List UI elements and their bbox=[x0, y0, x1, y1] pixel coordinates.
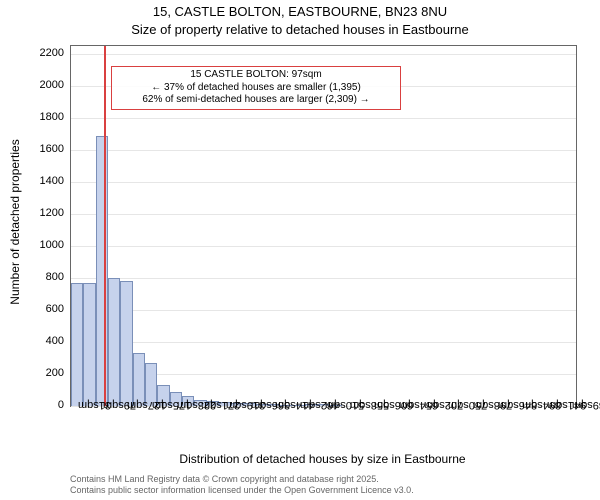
ytick-label: 200 bbox=[22, 367, 64, 379]
annotation-line-3: 62% of semi-detached houses are larger (… bbox=[116, 94, 396, 107]
annotation-line-1: 15 CASTLE BOLTON: 97sqm bbox=[116, 69, 396, 82]
gridline bbox=[71, 246, 576, 247]
ytick-label: 2000 bbox=[22, 79, 64, 91]
gridline bbox=[71, 118, 576, 119]
y-axis-label: Number of detached properties bbox=[8, 122, 22, 322]
histogram-bar bbox=[120, 281, 132, 406]
property-marker-line bbox=[104, 46, 106, 406]
ytick-label: 1200 bbox=[22, 207, 64, 219]
chart-container: 15, CASTLE BOLTON, EASTBOURNE, BN23 8NU … bbox=[0, 0, 600, 500]
chart-title-2: Size of property relative to detached ho… bbox=[0, 22, 600, 37]
annotation-line-2: ← 37% of detached houses are smaller (1,… bbox=[116, 82, 396, 95]
histogram-bar bbox=[71, 283, 83, 406]
histogram-bar bbox=[108, 278, 120, 406]
gridline bbox=[71, 54, 576, 55]
ytick-label: 1600 bbox=[22, 143, 64, 155]
ytick-label: 400 bbox=[22, 335, 64, 347]
gridline bbox=[71, 342, 576, 343]
footer-attribution: Contains HM Land Registry data © Crown c… bbox=[70, 474, 414, 496]
footer-line-2: Contains public sector information licen… bbox=[70, 485, 414, 496]
ytick-label: 1000 bbox=[22, 239, 64, 251]
x-axis-label: Distribution of detached houses by size … bbox=[70, 452, 575, 466]
histogram-bar bbox=[83, 283, 95, 406]
gridline bbox=[71, 214, 576, 215]
gridline bbox=[71, 278, 576, 279]
ytick-label: 0 bbox=[22, 399, 64, 411]
gridline bbox=[71, 182, 576, 183]
gridline bbox=[71, 310, 576, 311]
gridline bbox=[71, 150, 576, 151]
ytick-label: 600 bbox=[22, 303, 64, 315]
ytick-label: 2200 bbox=[22, 47, 64, 59]
chart-title-1: 15, CASTLE BOLTON, EASTBOURNE, BN23 8NU bbox=[0, 4, 600, 19]
histogram-bar bbox=[96, 136, 108, 406]
annotation-box: 15 CASTLE BOLTON: 97sqm← 37% of detached… bbox=[111, 66, 401, 110]
ytick-label: 1800 bbox=[22, 111, 64, 123]
plot-area: 15 CASTLE BOLTON: 97sqm← 37% of detached… bbox=[70, 45, 577, 407]
footer-line-1: Contains HM Land Registry data © Crown c… bbox=[70, 474, 414, 485]
ytick-label: 800 bbox=[22, 271, 64, 283]
ytick-label: 1400 bbox=[22, 175, 64, 187]
